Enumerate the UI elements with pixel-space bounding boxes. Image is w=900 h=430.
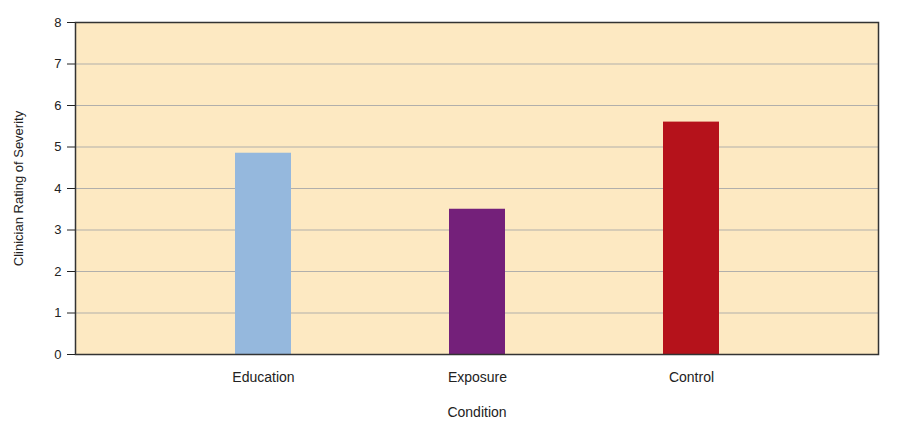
svg-text:4: 4: [54, 181, 61, 196]
svg-text:3: 3: [54, 222, 61, 237]
svg-text:Exposure: Exposure: [448, 369, 507, 385]
svg-text:0: 0: [54, 347, 61, 362]
svg-text:8: 8: [54, 15, 61, 30]
svg-text:Control: Control: [669, 369, 714, 385]
svg-text:1: 1: [54, 305, 61, 320]
svg-text:6: 6: [54, 98, 61, 113]
svg-text:2: 2: [54, 264, 61, 279]
svg-text:Clinician Rating of Severity: Clinician Rating of Severity: [11, 110, 26, 266]
svg-text:5: 5: [54, 139, 61, 154]
svg-text:Condition: Condition: [447, 404, 506, 420]
svg-text:7: 7: [54, 56, 61, 71]
svg-text:Education: Education: [232, 369, 294, 385]
